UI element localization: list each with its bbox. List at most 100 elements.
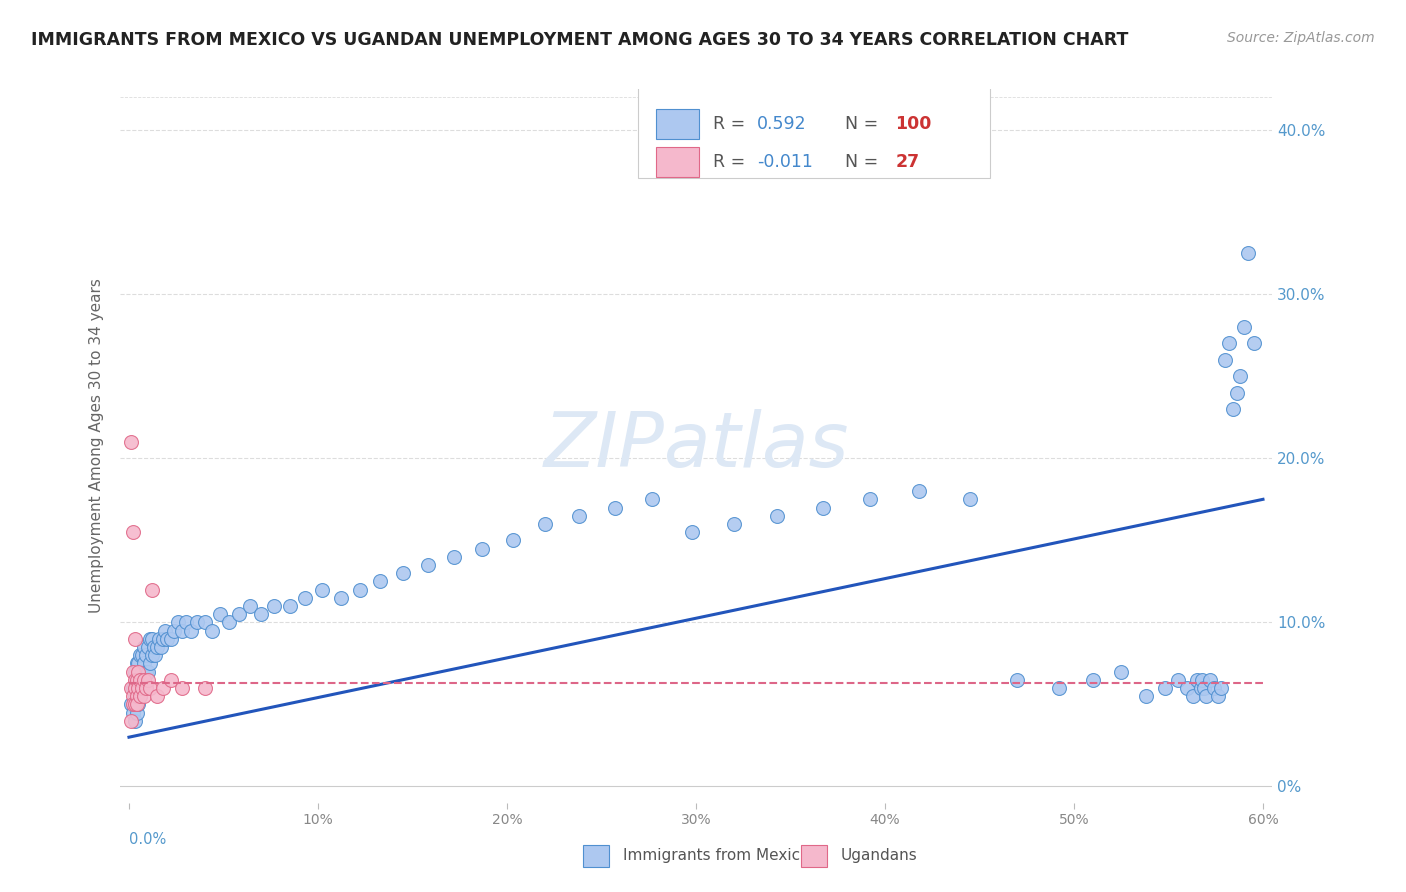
Text: Immigrants from Mexico: Immigrants from Mexico xyxy=(623,848,810,863)
Point xyxy=(159,632,181,646)
Point xyxy=(311,582,333,597)
Point xyxy=(1081,673,1104,687)
Point xyxy=(167,615,190,630)
Point xyxy=(120,434,142,449)
Point xyxy=(568,508,591,523)
Text: 27: 27 xyxy=(896,153,920,171)
Point xyxy=(1189,681,1212,695)
Point xyxy=(1218,336,1240,351)
Point xyxy=(766,508,789,523)
Point xyxy=(129,689,152,703)
Point xyxy=(125,706,148,720)
Point xyxy=(1167,673,1189,687)
Point xyxy=(141,632,163,646)
Point xyxy=(156,632,179,646)
Point xyxy=(127,665,149,679)
Point xyxy=(121,525,143,540)
Point xyxy=(129,673,152,687)
Point xyxy=(208,607,231,622)
Text: R =: R = xyxy=(713,115,751,133)
Point xyxy=(127,657,149,671)
Point xyxy=(1047,681,1070,695)
Point xyxy=(121,706,143,720)
Point xyxy=(1007,673,1029,687)
Point xyxy=(1222,402,1244,417)
Point xyxy=(124,665,146,679)
Point xyxy=(132,689,155,703)
Point xyxy=(329,591,352,605)
Point xyxy=(859,492,882,507)
Point xyxy=(218,615,240,630)
Point xyxy=(349,582,371,597)
Point xyxy=(1229,369,1251,384)
Point xyxy=(125,673,148,687)
Point xyxy=(139,632,162,646)
Point xyxy=(125,698,148,712)
Point xyxy=(132,673,155,687)
Point xyxy=(533,516,555,531)
Text: 0.592: 0.592 xyxy=(756,115,807,133)
Point xyxy=(121,681,143,695)
Point xyxy=(392,566,415,581)
Point xyxy=(125,689,148,703)
Point xyxy=(193,681,215,695)
Point xyxy=(145,648,167,662)
Point xyxy=(124,714,146,728)
Point xyxy=(131,681,153,695)
Point xyxy=(131,665,153,679)
Point xyxy=(443,549,465,564)
Point xyxy=(125,681,148,695)
Point xyxy=(228,607,250,622)
Text: 100: 100 xyxy=(896,115,932,133)
Point xyxy=(1177,681,1199,695)
Point xyxy=(723,516,745,531)
Y-axis label: Unemployment Among Ages 30 to 34 years: Unemployment Among Ages 30 to 34 years xyxy=(89,278,104,614)
Point xyxy=(1199,673,1222,687)
Point xyxy=(132,657,155,671)
Point xyxy=(1213,352,1236,367)
Point xyxy=(124,632,146,646)
Point xyxy=(129,689,152,703)
Point xyxy=(1233,320,1256,334)
Point xyxy=(1109,665,1132,679)
Point xyxy=(146,689,169,703)
Point xyxy=(1194,681,1216,695)
Point xyxy=(124,681,146,695)
Point xyxy=(681,525,703,540)
Point xyxy=(1153,681,1175,695)
Point xyxy=(1135,689,1157,703)
Point xyxy=(1202,681,1225,695)
Point xyxy=(153,624,176,638)
Point xyxy=(124,673,146,687)
Text: Source: ZipAtlas.com: Source: ZipAtlas.com xyxy=(1227,31,1375,45)
Point xyxy=(811,500,834,515)
Text: -0.011: -0.011 xyxy=(756,153,813,171)
Point xyxy=(186,615,208,630)
Point xyxy=(1237,246,1260,260)
Text: IMMIGRANTS FROM MEXICO VS UGANDAN UNEMPLOYMENT AMONG AGES 30 TO 34 YEARS CORRELA: IMMIGRANTS FROM MEXICO VS UGANDAN UNEMPL… xyxy=(31,31,1128,49)
Point xyxy=(263,599,285,613)
Point xyxy=(120,698,142,712)
Point xyxy=(131,648,153,662)
Point xyxy=(959,492,981,507)
Point xyxy=(132,673,155,687)
Point xyxy=(139,657,162,671)
Point xyxy=(127,681,149,695)
Point xyxy=(135,681,157,695)
Point xyxy=(1206,689,1229,703)
Point xyxy=(278,599,301,613)
Point xyxy=(174,615,197,630)
Point xyxy=(148,632,170,646)
Point xyxy=(139,681,162,695)
Point xyxy=(125,657,148,671)
Point xyxy=(1182,689,1205,703)
Point xyxy=(250,607,273,622)
Point xyxy=(180,624,202,638)
Point xyxy=(146,640,169,654)
Point xyxy=(908,484,931,499)
Point xyxy=(1185,673,1208,687)
Point xyxy=(641,492,664,507)
Point xyxy=(294,591,316,605)
Point xyxy=(120,714,142,728)
Point xyxy=(136,665,159,679)
